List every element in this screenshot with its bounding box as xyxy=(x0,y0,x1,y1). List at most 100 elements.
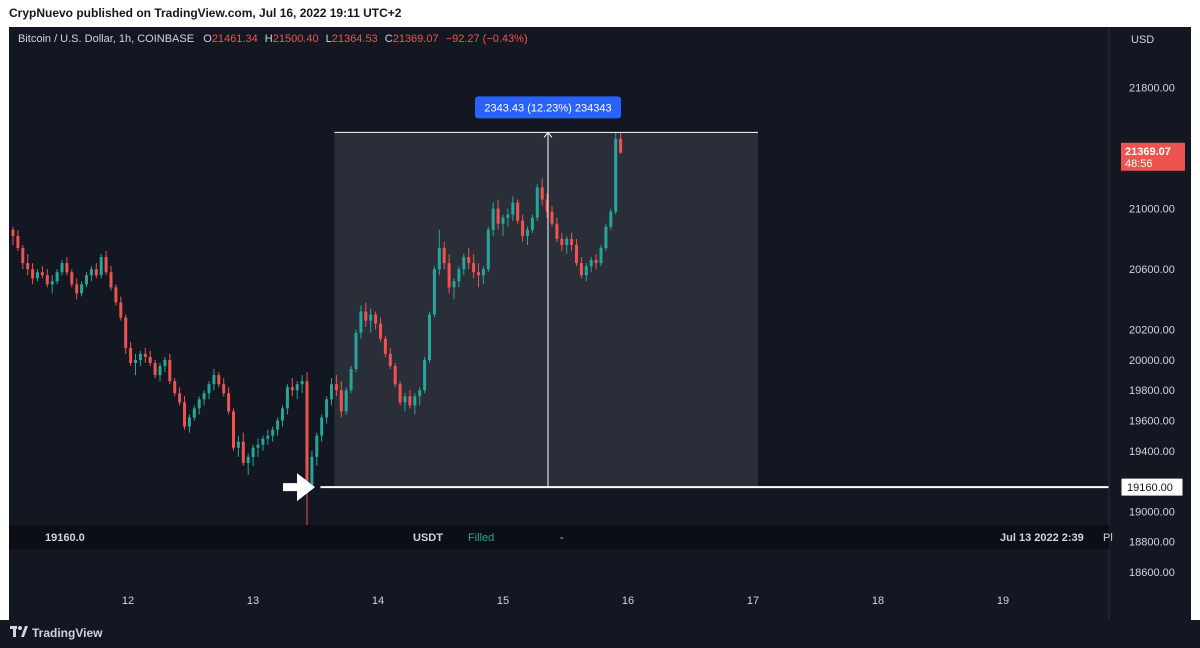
candle-body xyxy=(236,441,240,448)
candle-body xyxy=(89,269,93,276)
candle-body xyxy=(31,269,35,279)
candle-body xyxy=(192,408,196,418)
measure-label-box xyxy=(475,96,621,119)
candle-body xyxy=(364,311,368,321)
measure-label: 2343.43 (12.23%) 234343 xyxy=(484,102,611,114)
candle-body xyxy=(45,275,49,285)
candle-body xyxy=(134,359,137,363)
price-tick-label: 20600.00 xyxy=(1129,264,1175,276)
time-tick-label: 15 xyxy=(497,595,509,607)
legend-close-label: C xyxy=(384,33,393,45)
legend-open-label: O xyxy=(203,33,212,45)
candle-body xyxy=(403,396,407,403)
candle-body xyxy=(383,338,387,354)
time-tick-label: 13 xyxy=(247,595,259,607)
candle-body xyxy=(55,272,59,282)
candle-body xyxy=(212,375,216,385)
candle-body xyxy=(241,441,245,463)
candle-body xyxy=(65,263,69,273)
candle-body xyxy=(472,263,476,273)
candle-body xyxy=(545,199,549,212)
candle-body xyxy=(477,272,480,276)
candle-body xyxy=(339,390,343,412)
footer-brand: TradingView xyxy=(32,626,103,640)
candle-body xyxy=(609,211,613,227)
candle-body xyxy=(109,272,113,288)
time-tick-label: 17 xyxy=(747,595,759,607)
candle-body xyxy=(550,211,554,224)
candle-body xyxy=(511,202,515,215)
chart-panel[interactable]: 12 13 14 15 16 17 18 19 USD 21800.00 21000.00 2060… xyxy=(9,27,1191,620)
current-price-label: 21369.07 xyxy=(1125,146,1171,158)
entry-arrow-icon xyxy=(283,473,315,502)
candle-body xyxy=(398,384,402,403)
candle-body xyxy=(256,444,260,448)
candle-body xyxy=(21,247,25,264)
candle-body xyxy=(207,384,211,394)
candle-body xyxy=(594,260,598,264)
candle-body xyxy=(99,257,103,276)
candle-body xyxy=(276,420,280,430)
candle-body xyxy=(178,393,182,403)
candle-body xyxy=(310,456,314,488)
chart-canvas[interactable]: 12 13 14 15 16 17 18 19 USD 21800.00 21000.00 2060… xyxy=(9,27,1191,620)
candle-body xyxy=(197,399,201,409)
countdown-label: 48:56 xyxy=(1125,158,1153,170)
candle-body xyxy=(565,238,569,245)
candle-body xyxy=(619,138,623,153)
candle-body xyxy=(491,208,495,230)
price-tick-label: 19400.00 xyxy=(1129,446,1175,458)
candle-body xyxy=(570,238,574,245)
candle-body xyxy=(330,384,333,400)
price-axis-currency: USD xyxy=(1131,34,1154,46)
time-tick-label: 14 xyxy=(372,595,384,607)
tradingview-logo-icon xyxy=(10,626,28,637)
price-tick-label: 18800.00 xyxy=(1129,537,1175,549)
candle-body xyxy=(540,187,544,200)
candle-body xyxy=(124,317,128,348)
legend-open: 21461.34 xyxy=(211,33,258,45)
candle-body xyxy=(359,311,363,333)
candle-body xyxy=(285,387,289,409)
candle-body xyxy=(506,214,510,218)
candle-body xyxy=(530,217,534,230)
candle-body xyxy=(589,260,593,267)
time-tick-label: 12 xyxy=(122,595,134,607)
candle-body xyxy=(334,384,338,391)
candle-body xyxy=(266,435,270,439)
candle-body xyxy=(114,287,118,303)
legend-close: 21369.07 xyxy=(392,33,439,45)
candle-body xyxy=(325,399,329,418)
price-tick-label: 19600.00 xyxy=(1129,416,1175,428)
candle-body xyxy=(379,323,382,339)
candle-body xyxy=(614,138,618,212)
time-tick-label: 16 xyxy=(622,595,634,607)
candle-body xyxy=(408,396,412,406)
candle-body xyxy=(447,263,451,288)
time-tick-label: 19 xyxy=(997,595,1009,607)
candle-body xyxy=(261,438,265,445)
price-tick-label: 18600.00 xyxy=(1129,567,1175,579)
overlay-layer: 2343.43 (12.23%) 234343 xyxy=(283,96,621,502)
order-datetime: Jul 13 2022 2:39 xyxy=(1000,532,1084,544)
lines-layer xyxy=(320,131,1109,489)
candle-body xyxy=(80,284,84,294)
order-trailing: Pl xyxy=(1103,532,1113,544)
candle-body xyxy=(486,229,490,270)
candle-body xyxy=(271,429,275,436)
candle-body xyxy=(535,187,539,218)
candle-body xyxy=(290,387,294,391)
candle-body xyxy=(119,302,123,318)
candle-body xyxy=(579,263,583,276)
candle-body xyxy=(388,353,392,367)
candle-body xyxy=(526,229,529,236)
time-axis: 12 13 14 15 16 17 18 19 xyxy=(122,595,1009,607)
footer-bar: TradingView xyxy=(0,620,1200,648)
candle-body xyxy=(60,263,64,273)
candle-body xyxy=(344,390,348,412)
order-price: 19160.0 xyxy=(45,532,85,544)
candle-body xyxy=(320,417,324,436)
candle-body xyxy=(232,411,235,448)
candle-body xyxy=(413,396,417,406)
candle-body xyxy=(521,220,525,236)
